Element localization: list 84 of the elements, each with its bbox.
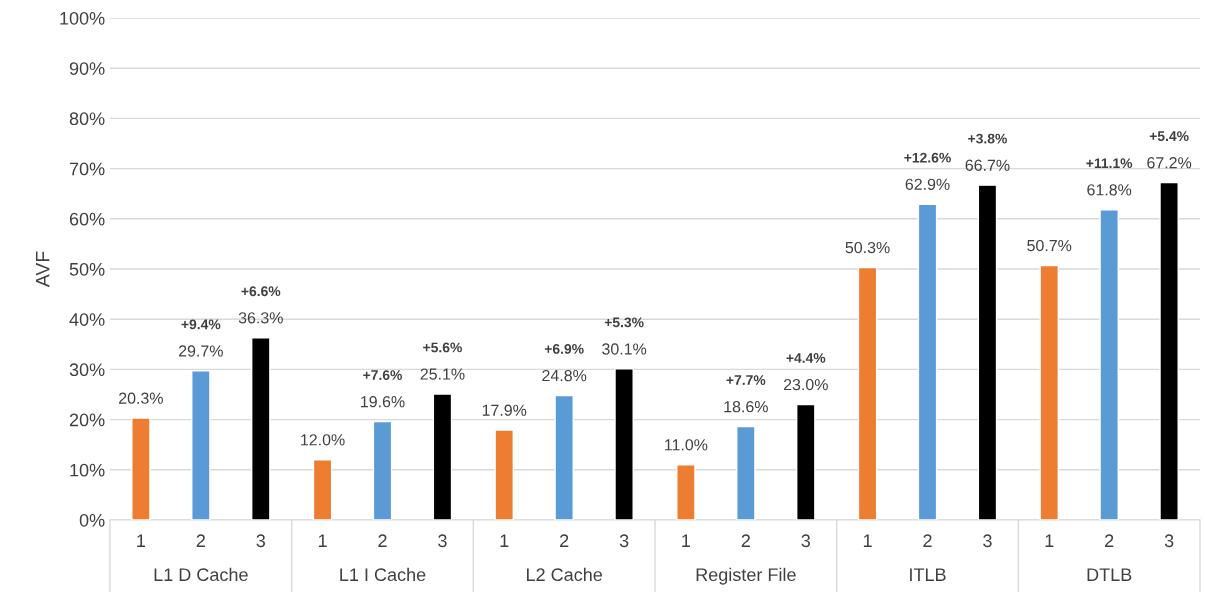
text: 1 <box>318 534 327 547</box>
text: 1 <box>682 534 691 547</box>
y-tick-label: 60% <box>69 212 105 226</box>
data-label: 20.3% <box>119 392 163 404</box>
text: 2 <box>741 534 750 547</box>
data-label: 36.3% <box>238 312 283 324</box>
text: 2 <box>923 534 932 547</box>
bar <box>494 429 514 520</box>
data-label: 61.8% <box>1087 184 1132 196</box>
x-tick-label: L1 I Cache <box>340 567 426 582</box>
data-label: 30.1% <box>602 343 647 355</box>
x-tick-label: DTLB <box>1087 568 1132 581</box>
data-label: 24.8% <box>542 369 587 382</box>
annotation: +11.1% <box>1086 158 1133 169</box>
text: 3 <box>619 534 629 548</box>
text: 3 <box>1164 534 1174 548</box>
y-tick-label: 30% <box>69 363 105 377</box>
data-label: 50.7% <box>1027 239 1072 252</box>
text: 3 <box>438 534 447 548</box>
bar <box>917 203 938 520</box>
annotation: +6.9% <box>544 344 584 354</box>
data-label: 11.0% <box>665 439 708 451</box>
annotation: +6.6% <box>241 286 281 297</box>
annotation: +12.6% <box>904 152 951 163</box>
series-label: 3 <box>256 534 266 548</box>
bar <box>131 417 151 520</box>
data-label: 66.7% <box>965 159 1010 171</box>
text: 1 <box>500 534 509 547</box>
data-label: 23.0% <box>783 378 828 391</box>
annotation: +5.4% <box>1149 131 1189 142</box>
bar <box>372 420 393 520</box>
y-tick-label: 40% <box>69 313 105 326</box>
bar <box>554 394 574 520</box>
y-tick-label: 50% <box>69 262 105 276</box>
data-label: 17.9% <box>482 404 527 416</box>
text: 2 <box>378 534 387 547</box>
x-tick-label: L1 D Cache <box>154 567 248 582</box>
x-tick-label: ITLB <box>910 568 946 581</box>
y-tick-label: 10% <box>70 463 105 477</box>
y-tick-label: 100% <box>60 11 105 25</box>
data-label: 25.1% <box>420 368 465 380</box>
text: 1 <box>1045 534 1054 547</box>
text: 1 <box>863 534 872 547</box>
data-label: 29.7% <box>178 345 223 357</box>
data-label: 50.3% <box>845 241 890 254</box>
annotation: +7.6% <box>363 370 403 380</box>
series-label: 1 <box>137 534 146 547</box>
data-label: 18.6% <box>724 401 768 413</box>
x-tick-label: L2 Cache <box>527 567 603 582</box>
data-label: 67.2% <box>1147 157 1192 169</box>
annotation: +3.8% <box>968 133 1007 144</box>
y-tick-label: 90% <box>69 62 105 75</box>
annotation: +5.3% <box>604 317 644 328</box>
y-tick-label: 20% <box>69 413 105 427</box>
bar <box>251 337 271 520</box>
bar <box>1159 181 1179 520</box>
y-tick-label: 0% <box>79 513 105 527</box>
text: 2 <box>560 534 569 547</box>
bar <box>191 370 211 520</box>
y-tick-label: 80% <box>69 112 105 126</box>
y-axis-title: AVF <box>35 251 50 288</box>
data-label: 62.9% <box>905 178 950 190</box>
annotation: +9.4% <box>181 319 221 330</box>
bar <box>736 425 756 520</box>
bar <box>977 184 998 520</box>
bar <box>432 393 453 520</box>
text: 2 <box>1105 534 1114 547</box>
text: 3 <box>801 534 811 548</box>
bar <box>1099 209 1119 520</box>
x-tick-label: Register File <box>696 567 796 585</box>
bar <box>796 403 816 520</box>
text: 3 <box>983 534 992 548</box>
bar <box>857 266 878 520</box>
series-label: 2 <box>196 534 205 547</box>
annotation: +7.7% <box>726 375 766 385</box>
bar <box>312 459 333 520</box>
data-label: 19.6% <box>361 396 405 408</box>
bar <box>676 464 696 520</box>
bar <box>1039 264 1059 520</box>
bar <box>614 368 634 520</box>
annotation: +4.4% <box>786 353 826 363</box>
data-label: 12.0% <box>301 434 345 446</box>
annotation: +5.6% <box>423 342 462 353</box>
y-tick-label: 70% <box>69 162 105 176</box>
